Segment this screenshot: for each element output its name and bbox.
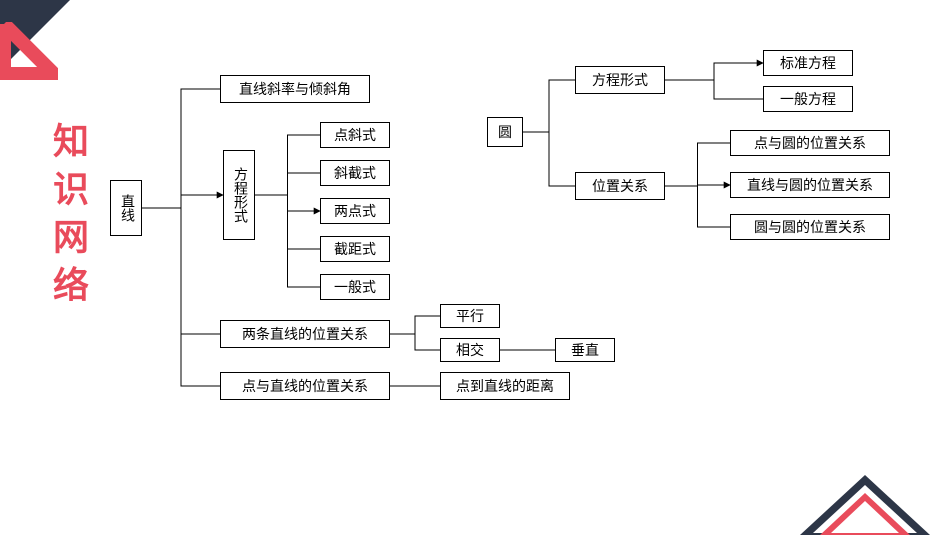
edge-root_circle-circ_eq_form <box>523 80 575 132</box>
edge-circ_eq_form-gen_eq <box>665 80 763 99</box>
node-pt_line_rel: 点与直线的位置关系 <box>220 372 390 400</box>
node-pt_circle: 点与圆的位置关系 <box>730 130 890 156</box>
node-slope_angle: 直线斜率与倾斜角 <box>220 75 370 103</box>
node-root_circle: 圆 <box>487 117 523 147</box>
edge-circ_pos_rel-circ_circle <box>665 186 730 227</box>
node-perpendicular: 垂直 <box>555 338 615 362</box>
node-gen_eq: 一般方程 <box>763 86 853 112</box>
corner-bot-accent <box>820 493 910 535</box>
node-pt_slope: 点斜式 <box>320 122 390 148</box>
edge-eq_form-intercept <box>255 195 320 249</box>
corner-top-accent <box>0 22 58 80</box>
node-two_lines_rel: 两条直线的位置关系 <box>220 320 390 348</box>
connector-layer <box>0 0 950 535</box>
node-general: 一般式 <box>320 274 390 300</box>
node-root_line: 直线 <box>110 180 142 236</box>
edge-eq_form-two_pt <box>255 195 320 211</box>
node-circ_eq_form: 方程形式 <box>575 66 665 94</box>
node-intercept: 截距式 <box>320 236 390 262</box>
node-circ_circle: 圆与圆的位置关系 <box>730 214 890 240</box>
edge-eq_form-slope_int <box>255 173 320 195</box>
node-parallel: 平行 <box>440 304 500 328</box>
edge-circ_pos_rel-pt_circle <box>665 143 730 186</box>
edge-root_line-pt_line_rel <box>142 208 220 386</box>
node-eq_form: 方程形式 <box>223 150 255 240</box>
node-intersect: 相交 <box>440 338 500 362</box>
edge-two_lines_rel-parallel <box>390 316 440 334</box>
node-circ_pos_rel: 位置关系 <box>575 172 665 200</box>
edge-root_circle-circ_pos_rel <box>523 132 575 186</box>
edge-root_line-slope_angle <box>142 89 220 208</box>
edge-root_line-two_lines_rel <box>142 208 220 334</box>
edge-eq_form-pt_slope <box>255 135 320 195</box>
node-line_circle: 直线与圆的位置关系 <box>730 172 890 198</box>
edge-root_line-eq_form <box>142 195 223 208</box>
edge-two_lines_rel-intersect <box>390 334 440 350</box>
node-slope_int: 斜截式 <box>320 160 390 186</box>
page-title: 知识网络 <box>42 122 94 314</box>
node-std_eq: 标准方程 <box>763 50 853 76</box>
node-two_pt: 两点式 <box>320 198 390 224</box>
node-pt_line_dist: 点到直线的距离 <box>440 372 570 400</box>
edge-circ_eq_form-std_eq <box>665 63 763 80</box>
edge-circ_pos_rel-line_circle <box>665 185 730 186</box>
edge-eq_form-general <box>255 195 320 287</box>
